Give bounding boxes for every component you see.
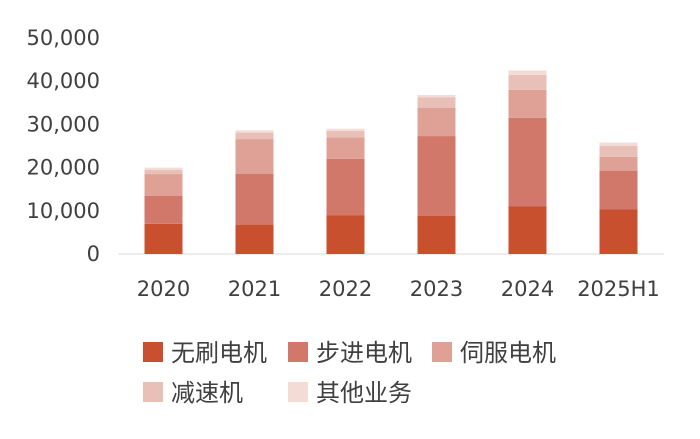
bar-stack — [326, 128, 365, 254]
legend-item: 减速机 — [143, 379, 243, 407]
bar-stack — [235, 130, 274, 254]
bar-segment — [508, 74, 547, 90]
bar-segment — [417, 136, 456, 216]
bar-segment — [326, 137, 365, 159]
legend-label: 无刷电机 — [171, 339, 267, 367]
bar-stack — [508, 70, 547, 254]
x-tick-label: 2025H1 — [577, 277, 660, 301]
bar-segment — [508, 89, 547, 118]
bar-segment — [599, 156, 638, 171]
bar-segment — [235, 132, 274, 140]
bar-segment — [235, 139, 274, 174]
x-tick-label: 2024 — [501, 277, 554, 301]
legend-label: 其他业务 — [316, 379, 412, 407]
bar-segment — [235, 224, 274, 254]
bar-segment — [417, 107, 456, 137]
bar-stack — [144, 167, 183, 254]
legend-label: 减速机 — [171, 379, 243, 407]
y-tick-label: 20,000 — [27, 156, 100, 180]
bar-stack — [417, 95, 456, 254]
bar-segment — [417, 95, 456, 98]
bar-segment — [326, 158, 365, 216]
bar-segment — [326, 130, 365, 138]
legend-swatch — [288, 342, 308, 362]
y-tick-label: 0 — [87, 242, 100, 266]
bar-segment — [235, 173, 274, 225]
bar-segment — [508, 70, 547, 75]
bar-segment — [326, 128, 365, 131]
x-tick-label: 2020 — [137, 277, 190, 301]
y-axis-tick-labels: 0 10,000 20,000 30,000 40,000 50,000 — [27, 26, 100, 266]
bar-stacks — [144, 70, 638, 254]
x-tick-label: 2022 — [319, 277, 372, 301]
legend-swatch — [143, 382, 163, 402]
bar-segment — [508, 206, 547, 254]
x-tick-label: 2023 — [410, 277, 463, 301]
legend-swatch — [432, 342, 452, 362]
bar-segment — [599, 209, 638, 254]
legend-item: 其他业务 — [288, 379, 412, 407]
legend-item: 无刷电机 — [143, 339, 267, 367]
y-tick-label: 30,000 — [27, 112, 100, 136]
bar-segment — [144, 223, 183, 254]
bar-segment — [235, 130, 274, 133]
legend-swatch — [143, 342, 163, 362]
y-tick-label: 40,000 — [27, 69, 100, 93]
bar-segment — [144, 174, 183, 196]
bar-segment — [326, 215, 365, 254]
x-tick-label: 2021 — [228, 277, 281, 301]
bar-segment — [144, 169, 183, 175]
bar-segment — [599, 170, 638, 210]
legend-item: 步进电机 — [288, 339, 412, 367]
bar-segment — [417, 215, 456, 254]
legend-swatch — [288, 382, 308, 402]
bar-segment — [599, 142, 638, 146]
y-tick-label: 10,000 — [27, 199, 100, 223]
legend-item: 伺服电机 — [432, 339, 556, 367]
legend-label: 步进电机 — [316, 339, 412, 367]
bar-segment — [144, 195, 183, 224]
bar-segment — [144, 167, 183, 170]
bar-segment — [599, 146, 638, 157]
bar-segment — [417, 97, 456, 108]
y-tick-label: 50,000 — [27, 26, 100, 50]
x-axis-tick-labels: 2020 2021 2022 2023 2024 2025H1 — [137, 277, 660, 301]
bar-stack — [599, 142, 638, 254]
bar-segment — [508, 117, 547, 207]
legend-label: 伺服电机 — [460, 339, 556, 367]
